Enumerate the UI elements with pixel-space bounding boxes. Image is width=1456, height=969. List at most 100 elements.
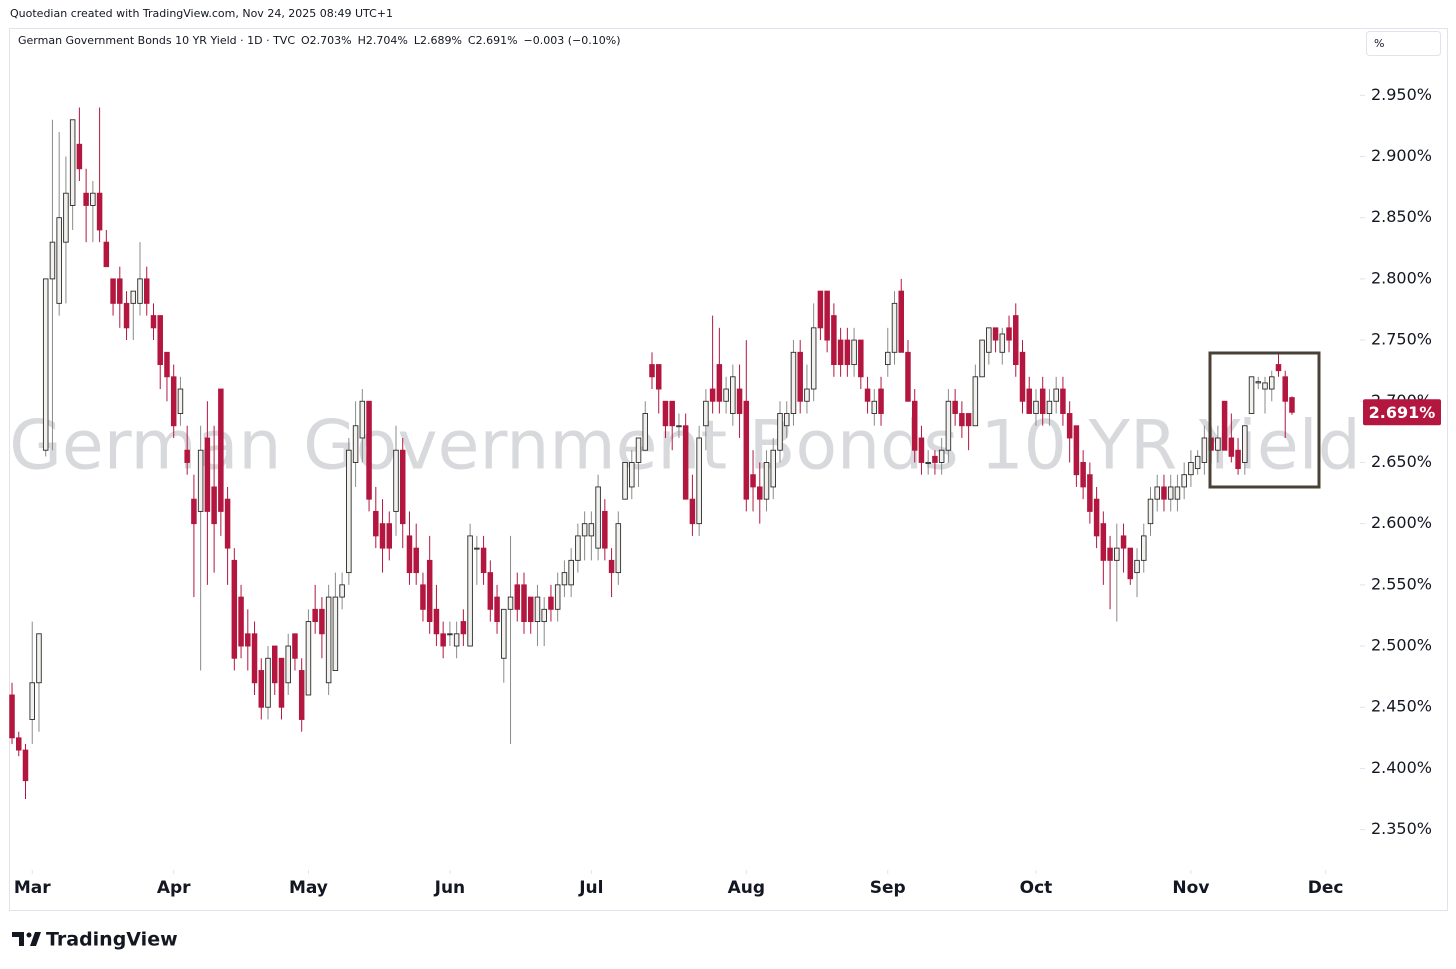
logo-slash [30,932,41,946]
y-tick-label: 2.650% [1371,452,1432,471]
candle-body [575,535,581,561]
candle-body [548,596,554,610]
candle-body [1120,535,1127,549]
candle-body [615,523,622,574]
candle-body [716,364,723,402]
candle-body [534,596,541,623]
candle-body [137,278,143,304]
candle-body [770,449,776,488]
candle-body [474,547,480,550]
y-tick-label: 2.800% [1371,268,1432,287]
candle-body [238,596,244,647]
candle-body [763,462,770,500]
brand: TradingView [46,929,178,951]
candle-body [743,400,750,500]
candle-body [211,486,217,525]
candle-body [514,584,521,610]
candle-body [298,670,305,720]
candle-body [164,351,170,378]
highlight-box [1208,351,1321,489]
candle-body [1174,486,1181,500]
logo [12,932,41,946]
candle-body [453,633,460,647]
candle-body [433,608,440,635]
candle-body [177,388,184,414]
candle-body [1053,388,1059,402]
candle-body [952,400,958,414]
candle-body [319,608,325,635]
candle-body [783,413,790,427]
credit: Quotedian created with TradingView.com, … [10,7,393,20]
candle-body [487,572,494,610]
candle-body [292,633,298,659]
candle-body [1235,449,1241,470]
candle-body [1141,535,1147,561]
candle-body [918,437,925,463]
candle-body [359,400,366,439]
symbol-info: German Government Bonds 10 YR Yield · 1D… [18,34,621,47]
candle-body [144,278,150,304]
candle-body [346,449,352,574]
candle-body [231,559,238,659]
candle-body [1289,397,1295,413]
candle-body [521,584,527,623]
candle-body [864,388,871,402]
candle-body [1026,388,1032,414]
unit-box[interactable] [1366,31,1441,56]
candle-body [891,302,898,353]
candle-body [581,523,588,537]
x-tick-label: Mar [14,878,51,898]
candle-body [635,437,642,463]
y-tick-label: 2.750% [1371,330,1432,349]
candle-body [42,278,49,451]
candle-body [332,596,339,671]
candle-body [393,449,399,512]
candle-body [871,400,878,414]
candle-body [373,510,379,537]
candle-body [703,400,709,427]
candle-body [467,535,473,647]
candle-body [527,596,534,623]
x-tick-label: Nov [1172,878,1209,898]
candle-body [1066,413,1073,439]
candle-body [379,523,386,549]
candle-body [103,241,110,268]
candle-body [157,315,163,366]
candle-body [662,400,669,427]
unit[interactable]: % [1374,37,1384,50]
candle-body [844,339,851,366]
candle-body [938,449,945,463]
candle-body [1127,547,1134,580]
candle-body [1039,388,1046,414]
candle-body [965,413,972,427]
candle-body [191,498,197,525]
last-price-label: 2.691% [1369,403,1436,422]
candle-body [723,388,729,402]
candle-body [629,462,635,488]
candle-body [932,455,938,463]
candle-body [56,217,62,304]
candle-body [554,584,561,610]
candle-body [655,364,662,390]
candle-body [837,339,844,366]
candle-body [1093,498,1100,537]
candle-body [245,633,251,647]
candle-body [885,351,891,366]
candle-body [1282,376,1288,402]
candle-body [447,633,453,636]
candle-body [440,633,446,647]
candle-body [736,388,743,414]
last-price-tag [1363,399,1441,426]
candle-body [325,596,332,684]
candle-body [568,559,574,586]
y-tick-label: 2.450% [1371,697,1432,716]
candle-body [588,523,595,537]
x-tick-label: Sep [870,878,906,898]
y-tick-label: 2.550% [1371,574,1432,593]
y-tick-label: 2.850% [1371,207,1432,226]
candle-body [595,486,601,549]
candle-body [1154,486,1160,500]
candle-body [413,547,419,574]
candle-body [925,462,931,464]
